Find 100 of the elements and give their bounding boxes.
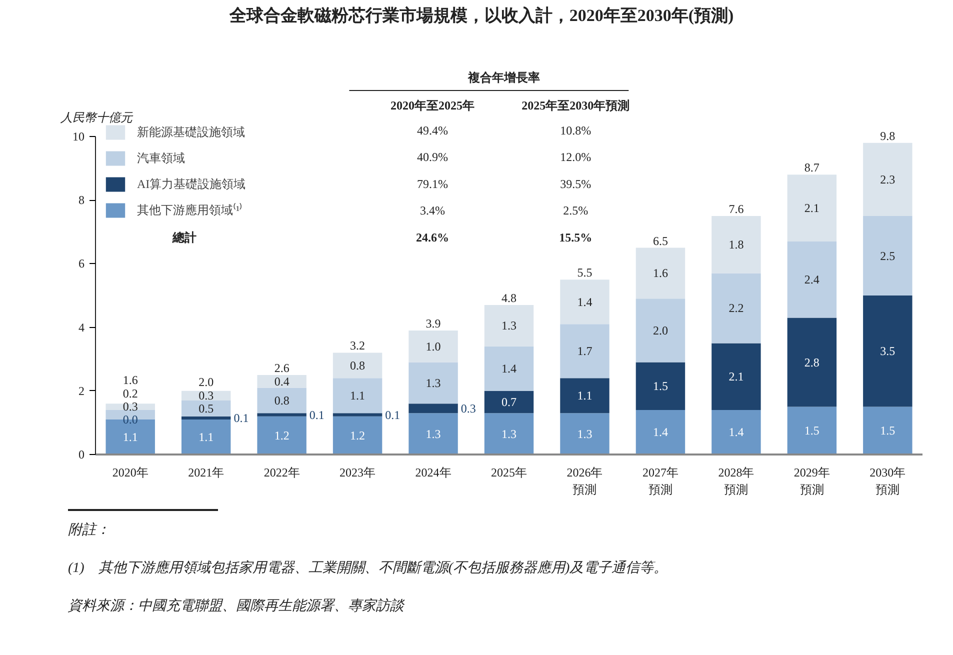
y-tick-label: 0 (78, 448, 85, 462)
bar (484, 305, 534, 346)
data-label: 2.2 (728, 301, 744, 316)
annotation: 24.6% (416, 230, 450, 244)
data-label: 1.3 (426, 376, 441, 390)
bar (257, 375, 306, 388)
bar (332, 413, 382, 416)
bar (636, 298, 686, 362)
total-label: 6.5 (652, 234, 668, 248)
data-label: 1.1 (198, 430, 214, 444)
x-tick-label: 2021年 (188, 466, 224, 480)
data-label: 0.1 (309, 408, 324, 422)
bar (181, 420, 231, 454)
legend-label: 其他下游應用領域⁽¹⁾ (137, 202, 243, 219)
bar (408, 413, 458, 454)
data-label: 0.7 (502, 395, 517, 410)
data-label: 1.3 (577, 426, 592, 441)
bar (181, 400, 231, 416)
data-label: 1.3 (502, 426, 517, 441)
total-label: 3.9 (426, 316, 441, 330)
bar (863, 142, 912, 216)
bar (712, 216, 761, 274)
bar (636, 362, 686, 410)
y-tick-label: 6 (78, 256, 85, 271)
data-label: 0.8 (350, 358, 366, 372)
data-label: 1.2 (350, 428, 366, 442)
bar (257, 388, 306, 414)
bar (863, 406, 912, 454)
data-label: 2.1 (728, 370, 744, 384)
bar (636, 248, 686, 299)
data-label: 0.3 (460, 401, 476, 416)
data-label: 1.1 (350, 388, 366, 403)
annotation: 12.0% (560, 150, 592, 164)
data-label: 2.0 (652, 323, 668, 338)
text: 複合年增長率 (467, 70, 540, 84)
data-label: 1.1 (122, 430, 138, 444)
annotation: 49.4% (417, 124, 448, 138)
data-label: 1.8 (728, 238, 744, 252)
data-label: 1.2 (274, 428, 290, 442)
bar (257, 413, 306, 416)
bar (863, 296, 912, 407)
data-label: 1.4 (652, 425, 668, 440)
y-tick-label: 2 (78, 384, 85, 398)
bar (560, 413, 610, 454)
source-note: 資料來源：中國充電聯盟、國際再生能源署、專家訪談 (68, 597, 406, 616)
bar (560, 280, 610, 324)
bar (712, 410, 761, 454)
total-label: 5.5 (577, 266, 592, 280)
bar (181, 416, 231, 420)
bar (484, 390, 534, 414)
legend-label: AI算力基礎設施領域 (137, 176, 246, 192)
y-tick-label: 8 (78, 193, 85, 208)
data-label: 0.3 (198, 388, 214, 402)
x-tick-label: 2020年 (112, 466, 148, 480)
bar (484, 413, 534, 454)
text: 2020年至2025年 (390, 98, 475, 112)
total-label: 3.2 (350, 338, 366, 353)
annotation: 40.9% (417, 150, 448, 164)
total-label: 2.6 (274, 360, 290, 375)
y-tick-label: 4 (78, 320, 85, 334)
annotation: 15.5% (559, 230, 592, 244)
x-tick-label: 2023年 (340, 466, 376, 480)
bar (712, 343, 761, 410)
bar (636, 410, 686, 454)
data-label: 2.5 (880, 248, 896, 263)
bar (257, 416, 306, 454)
bar (106, 404, 155, 410)
data-label: 1.0 (426, 339, 441, 354)
chart-title: 全球合金軟磁粉芯行業市場規模，以收入計，2020年至2030年(預測) (229, 5, 734, 27)
data-label: 3.5 (880, 344, 896, 358)
data-label: 1.6 (652, 266, 668, 280)
y-tick-label: 10 (72, 130, 85, 144)
total-label: 1.6 (122, 373, 138, 388)
x-tick-label: 2027年預測 (642, 466, 678, 496)
bar (712, 273, 761, 344)
bar (787, 318, 837, 407)
data-label: 1.5 (652, 379, 668, 394)
x-tick-label: 2026年預測 (566, 466, 603, 496)
data-label: 0.1 (385, 408, 400, 422)
bar (332, 416, 382, 454)
data-label: 1.5 (804, 424, 820, 438)
total-label: 4.8 (502, 291, 517, 306)
data-label: 1.4 (577, 294, 592, 309)
annotation: 3.4% (420, 204, 446, 218)
data-label: 1.5 (880, 424, 896, 438)
bar (408, 362, 458, 404)
data-label: 0.8 (274, 393, 290, 408)
bar (787, 406, 837, 454)
data-label: 1.4 (728, 425, 744, 440)
bar (332, 378, 382, 414)
data-label: 0.3 (122, 400, 138, 414)
x-tick-label: 2030年預測 (870, 466, 906, 496)
text: 附註： (68, 521, 111, 540)
text: (1) 其他下游應用領域包括家用電器、工業開關、不間斷電源(不包括服務器應用)及電子通信等。 (68, 559, 668, 578)
total-label: 2.0 (198, 374, 214, 389)
data-label: 1.1 (577, 388, 592, 403)
bar (408, 330, 458, 362)
bar (863, 216, 912, 296)
data-label: 2.1 (804, 201, 820, 216)
bar (560, 378, 610, 414)
